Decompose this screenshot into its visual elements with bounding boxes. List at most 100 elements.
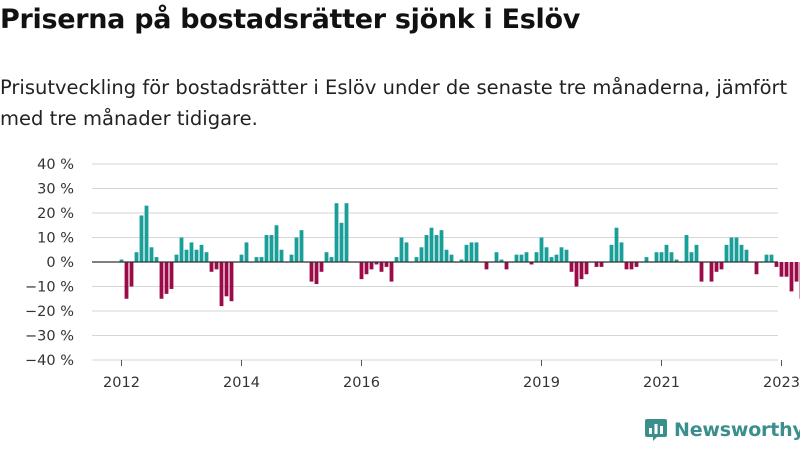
bar	[624, 262, 629, 270]
bar	[629, 262, 634, 270]
bar	[224, 262, 229, 297]
bar	[564, 249, 569, 262]
bar	[474, 242, 479, 262]
bar	[344, 203, 349, 262]
y-tick-label: 0 %	[46, 255, 74, 271]
bar	[144, 205, 149, 262]
bar	[719, 262, 724, 270]
bar	[244, 242, 249, 262]
bar	[379, 262, 384, 272]
bar	[269, 235, 274, 262]
bar	[494, 252, 499, 262]
bar	[429, 227, 434, 262]
bar	[729, 237, 734, 262]
bar	[119, 259, 124, 262]
bar	[789, 262, 794, 292]
bar	[784, 262, 789, 277]
bar	[504, 262, 509, 270]
bar	[709, 262, 714, 282]
x-tick-label: 2023	[763, 375, 800, 391]
bar	[484, 262, 489, 270]
bar	[324, 252, 329, 262]
bar	[644, 257, 649, 262]
bar	[214, 262, 219, 270]
bar	[634, 262, 639, 267]
bar	[654, 252, 659, 262]
bar	[499, 259, 504, 262]
y-tick-label: −20 %	[25, 304, 74, 320]
bar	[769, 254, 774, 262]
chart-title: Priserna på bostadsrätter sjönk i Eslöv	[0, 4, 581, 35]
bar	[414, 257, 419, 262]
bar	[744, 249, 749, 262]
bar	[329, 257, 334, 262]
bar	[764, 254, 769, 262]
bar	[664, 244, 669, 262]
bar	[264, 235, 269, 262]
bar	[139, 215, 144, 262]
bar	[259, 257, 264, 262]
bar	[554, 254, 559, 262]
bar	[689, 252, 694, 262]
bar	[539, 237, 544, 262]
bar	[369, 262, 374, 270]
bar	[584, 262, 589, 275]
bar	[174, 254, 179, 262]
bar	[294, 237, 299, 262]
bar	[469, 242, 474, 262]
newsworthy-logo-text: Newsworthy	[674, 419, 800, 441]
bar	[229, 262, 234, 302]
y-tick-label: −40 %	[25, 353, 74, 369]
bar	[404, 242, 409, 262]
bar-chart: 40 % 30 % 20 % 10 % 0 % −10 % −20 % −30 % −40 % 2…	[25, 157, 800, 391]
bar	[449, 254, 454, 262]
bar	[299, 230, 304, 262]
x-tick-label: 2021	[643, 375, 680, 391]
bar	[334, 203, 339, 262]
bar	[314, 262, 319, 285]
bar	[714, 262, 719, 272]
bar	[274, 225, 279, 262]
newsworthy-logo: Newsworthy	[644, 418, 800, 442]
bar	[384, 262, 389, 267]
bar	[289, 254, 294, 262]
bar	[674, 259, 679, 262]
y-tick-label: −30 %	[25, 329, 74, 345]
bar	[619, 242, 624, 262]
y-tick-label: 10 %	[37, 231, 74, 247]
y-tick-label: −10 %	[25, 280, 74, 296]
bar	[159, 262, 164, 299]
bar	[574, 262, 579, 287]
bar	[579, 262, 584, 280]
bar	[209, 262, 214, 272]
bar	[734, 237, 739, 262]
bar	[669, 252, 674, 262]
bar	[189, 242, 194, 262]
bar	[609, 244, 614, 262]
bar	[374, 262, 379, 265]
bar	[694, 244, 699, 262]
bar	[794, 262, 799, 282]
x-tick-label: 2014	[223, 375, 260, 391]
bar	[459, 259, 464, 262]
bar	[739, 244, 744, 262]
bar	[319, 262, 324, 272]
bar	[199, 244, 204, 262]
bar	[444, 249, 449, 262]
bar	[724, 244, 729, 262]
bar	[364, 262, 369, 275]
bar	[359, 262, 364, 280]
bar	[239, 254, 244, 262]
bar	[434, 235, 439, 262]
bar	[389, 262, 394, 282]
bar	[534, 252, 539, 262]
chart-subtitle: Prisutveckling för bostadsrätter i Eslöv…	[0, 76, 788, 130]
y-tick-label: 30 %	[37, 182, 74, 198]
bar	[529, 262, 534, 265]
bar	[774, 262, 779, 267]
bar	[614, 227, 619, 262]
bar	[754, 262, 759, 275]
bar	[149, 247, 154, 262]
bar	[779, 262, 784, 277]
bar	[659, 252, 664, 262]
